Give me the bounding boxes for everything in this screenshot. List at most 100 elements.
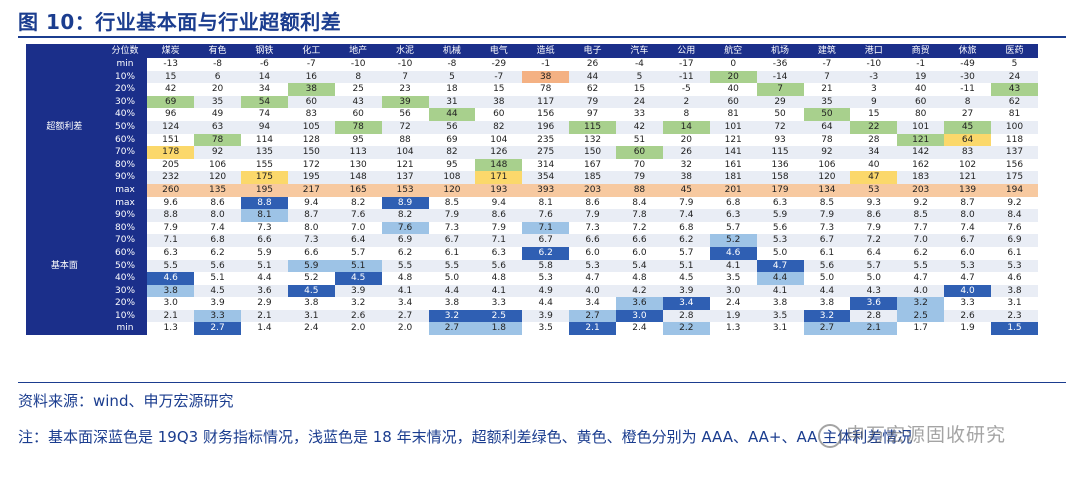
table-cell: 6.7 [428, 234, 476, 247]
row-quantile-label: 90% [102, 209, 148, 222]
table-cell: 8.0 [944, 209, 991, 222]
table-cell: 196 [522, 120, 570, 134]
header-industry: 航空 [709, 44, 757, 58]
table-cell: 7.6 [522, 209, 570, 222]
table-cell: 7.7 [897, 221, 945, 235]
table-cell: 7.9 [850, 221, 898, 235]
table-cell: 6.7 [522, 234, 570, 247]
table-row: min 1.3 2.7 1.4 2.4 2.0 2.0 2.7 1.8 3.5 2.1 2.4 2.2 1… [26, 322, 1038, 336]
table-cell: 6.1 [803, 246, 851, 260]
table-cell: 4.8 [475, 272, 523, 285]
table-cell: 314 [522, 158, 570, 172]
table-cell: 162 [897, 158, 945, 172]
table-cell: 8.6 [475, 209, 523, 222]
table-cell: -13 [147, 58, 195, 71]
table-cell: 106 [194, 158, 241, 172]
table-row: 20% 42 20 34 38 25 23 18 15 78 62 15 -5 40 7 21 3 40 -11 43 [26, 83, 1038, 96]
table-cell: 95 [334, 133, 382, 147]
table-cell: 8.6 [850, 209, 898, 222]
table-cell: 7.9 [475, 221, 523, 235]
table-cell: 1.3 [147, 322, 195, 336]
table-cell: 121 [381, 158, 429, 172]
table-cell: 82 [428, 146, 476, 159]
table-cell: 5 [616, 70, 663, 84]
row-quantile-label: 10% [102, 70, 148, 84]
table-cell: 4.4 [803, 284, 851, 298]
table-cell: 2.1 [569, 322, 616, 336]
table-cell: 3.4 [662, 297, 710, 310]
table-cell: 38 [522, 70, 570, 84]
table-cell: 4.4 [428, 284, 476, 298]
header-quantile: 分位数 [102, 44, 148, 58]
table-cell: 3.5 [522, 322, 570, 336]
table-cell: 179 [756, 183, 804, 197]
table-cell: 8.6 [569, 196, 616, 210]
table-cell: -8 [428, 58, 476, 71]
table-cell: -30 [944, 70, 991, 84]
table-cell: 5.7 [334, 246, 382, 260]
table-cell: 3.8 [287, 297, 335, 310]
table-cell: 175 [241, 171, 288, 184]
table-cell: 6.1 [991, 246, 1038, 260]
table-cell: 7.4 [194, 221, 241, 235]
table-cell: 79 [616, 171, 663, 184]
table-cell: 120 [194, 171, 241, 184]
table-cell: 43 [334, 95, 382, 109]
table-cell: 5.7 [850, 259, 898, 273]
row-quantile-label: 60% [102, 133, 148, 147]
table-cell: 115 [569, 120, 616, 134]
table-cell: 5.5 [381, 259, 429, 273]
note-text: 注：基本面深蓝色是 19Q3 财务指标情况，浅蓝色是 18 年末情况，超额利差绿… [18, 428, 913, 446]
table-cell: 161 [709, 158, 757, 172]
table-cell: -7 [475, 70, 523, 84]
header-industry: 机械 [428, 44, 476, 58]
table-cell: 26 [569, 58, 616, 71]
table-cell: 5.2 [709, 234, 757, 247]
table-cell: 8.2 [334, 196, 382, 210]
table-cell: 5.9 [241, 246, 288, 260]
table-cell: 4.4 [756, 272, 804, 285]
table-cell: -11 [662, 70, 710, 84]
table-cell: 64 [803, 120, 851, 134]
table-cell: 115 [756, 146, 804, 159]
table-cell: 175 [991, 171, 1038, 184]
header-industry: 汽车 [616, 44, 663, 58]
table-cell: 2.3 [991, 309, 1038, 323]
table-cell: 3.2 [428, 309, 476, 323]
table-cell: 130 [334, 158, 382, 172]
table-cell: 3.8 [147, 284, 195, 298]
table-cell: 3.2 [897, 297, 945, 310]
table-cell: 54 [241, 95, 288, 109]
table-cell: -10 [334, 58, 382, 71]
table-cell: 178 [147, 146, 195, 159]
table-cell: 2.7 [194, 322, 241, 336]
table-cell: 6.9 [991, 234, 1038, 247]
table-cell: 106 [803, 158, 851, 172]
table-cell: 5.3 [991, 259, 1038, 273]
watermark: 申万宏源固收研究 [818, 420, 1006, 448]
table-row: 90% 232 120 175 195 148 137 108 171 354 185 79 38 181… [26, 171, 1038, 184]
table-cell: 3.8 [803, 297, 851, 310]
table-cell: 6.6 [616, 234, 663, 247]
table-cell: 5.7 [709, 221, 757, 235]
table-cell: 44 [428, 108, 476, 121]
table-row: 50% 5.5 5.6 5.1 5.9 5.1 5.5 5.5 5.6 5.8 5.3 5.4 5.1 4… [26, 259, 1038, 273]
table-cell: 1.9 [944, 322, 991, 336]
header-industry: 电气 [475, 44, 523, 58]
table-cell: 185 [569, 171, 616, 184]
table-cell: 9.4 [475, 196, 523, 210]
table-row: max 260 135 195 217 165 153 120 193 393 203 88 45 201… [26, 183, 1038, 197]
table-cell: 5.5 [897, 259, 945, 273]
header-industry: 造纸 [522, 44, 570, 58]
table-cell: 47 [850, 171, 898, 184]
table-cell: 155 [241, 158, 288, 172]
table-cell: 40 [897, 83, 945, 96]
table-cell: 81 [709, 108, 757, 121]
wechat-icon [818, 423, 842, 448]
table-cell: 2.5 [897, 309, 945, 323]
table-cell: 15 [616, 83, 663, 96]
table-cell: 150 [569, 146, 616, 159]
footer-divider [18, 382, 1066, 383]
table-cell: 2.0 [334, 322, 382, 336]
table-cell: 4.2 [616, 284, 663, 298]
